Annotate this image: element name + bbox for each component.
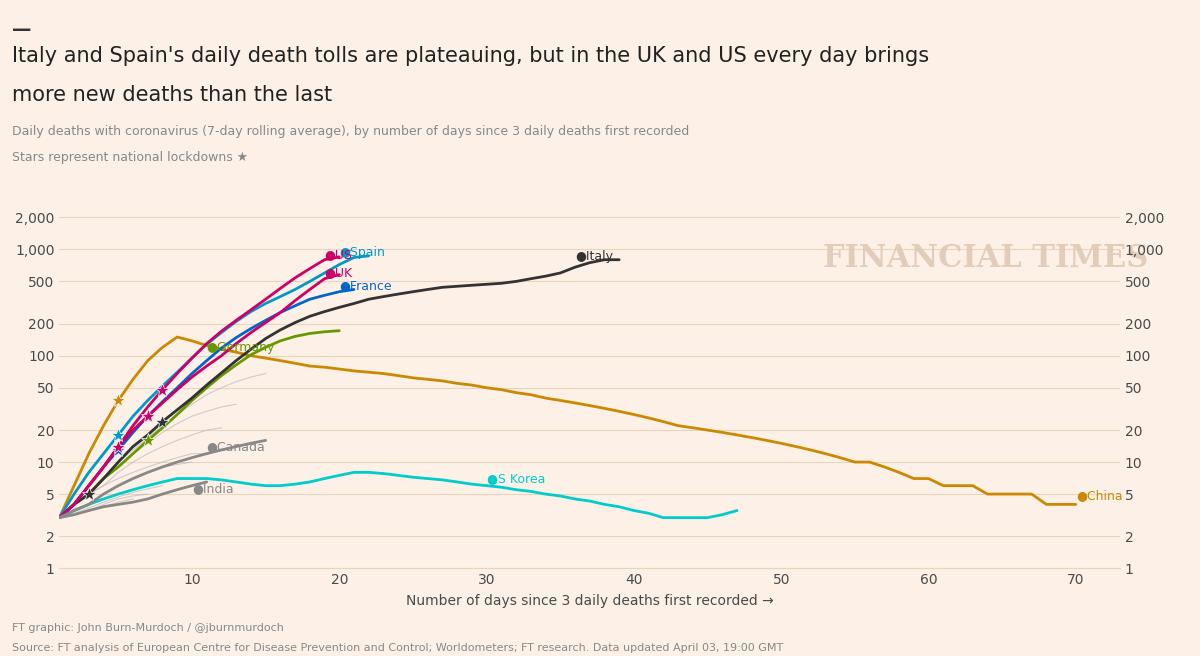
- Text: ●Canada: ●Canada: [206, 440, 265, 453]
- Text: Source: FT analysis of European Centre for Disease Prevention and Control; World: Source: FT analysis of European Centre f…: [12, 643, 784, 653]
- Text: more new deaths than the last: more new deaths than the last: [12, 85, 332, 105]
- Text: ●Spain: ●Spain: [340, 246, 385, 259]
- Text: ●S Korea: ●S Korea: [486, 472, 545, 485]
- Text: ●UK: ●UK: [324, 266, 353, 279]
- Text: ●US: ●US: [324, 248, 353, 261]
- Text: ●China: ●China: [1076, 489, 1122, 502]
- Text: Daily deaths with coronavirus (7-day rolling average), by number of days since 3: Daily deaths with coronavirus (7-day rol…: [12, 125, 689, 138]
- Text: Stars represent national lockdowns ★: Stars represent national lockdowns ★: [12, 151, 248, 164]
- Text: ●Germany: ●Germany: [206, 341, 275, 354]
- Text: —: —: [12, 20, 31, 39]
- Text: ●France: ●France: [340, 279, 392, 293]
- Text: FINANCIAL TIMES: FINANCIAL TIMES: [823, 243, 1148, 274]
- Text: ●India: ●India: [192, 482, 234, 495]
- Text: ●Italy: ●Italy: [575, 250, 613, 262]
- X-axis label: Number of days since 3 daily deaths first recorded →: Number of days since 3 daily deaths firs…: [406, 594, 774, 608]
- Text: FT graphic: John Burn-Murdoch / @jburnmurdoch: FT graphic: John Burn-Murdoch / @jburnmu…: [12, 623, 284, 633]
- Text: Italy and Spain's daily death tolls are plateauing, but in the UK and US every d: Italy and Spain's daily death tolls are …: [12, 46, 929, 66]
